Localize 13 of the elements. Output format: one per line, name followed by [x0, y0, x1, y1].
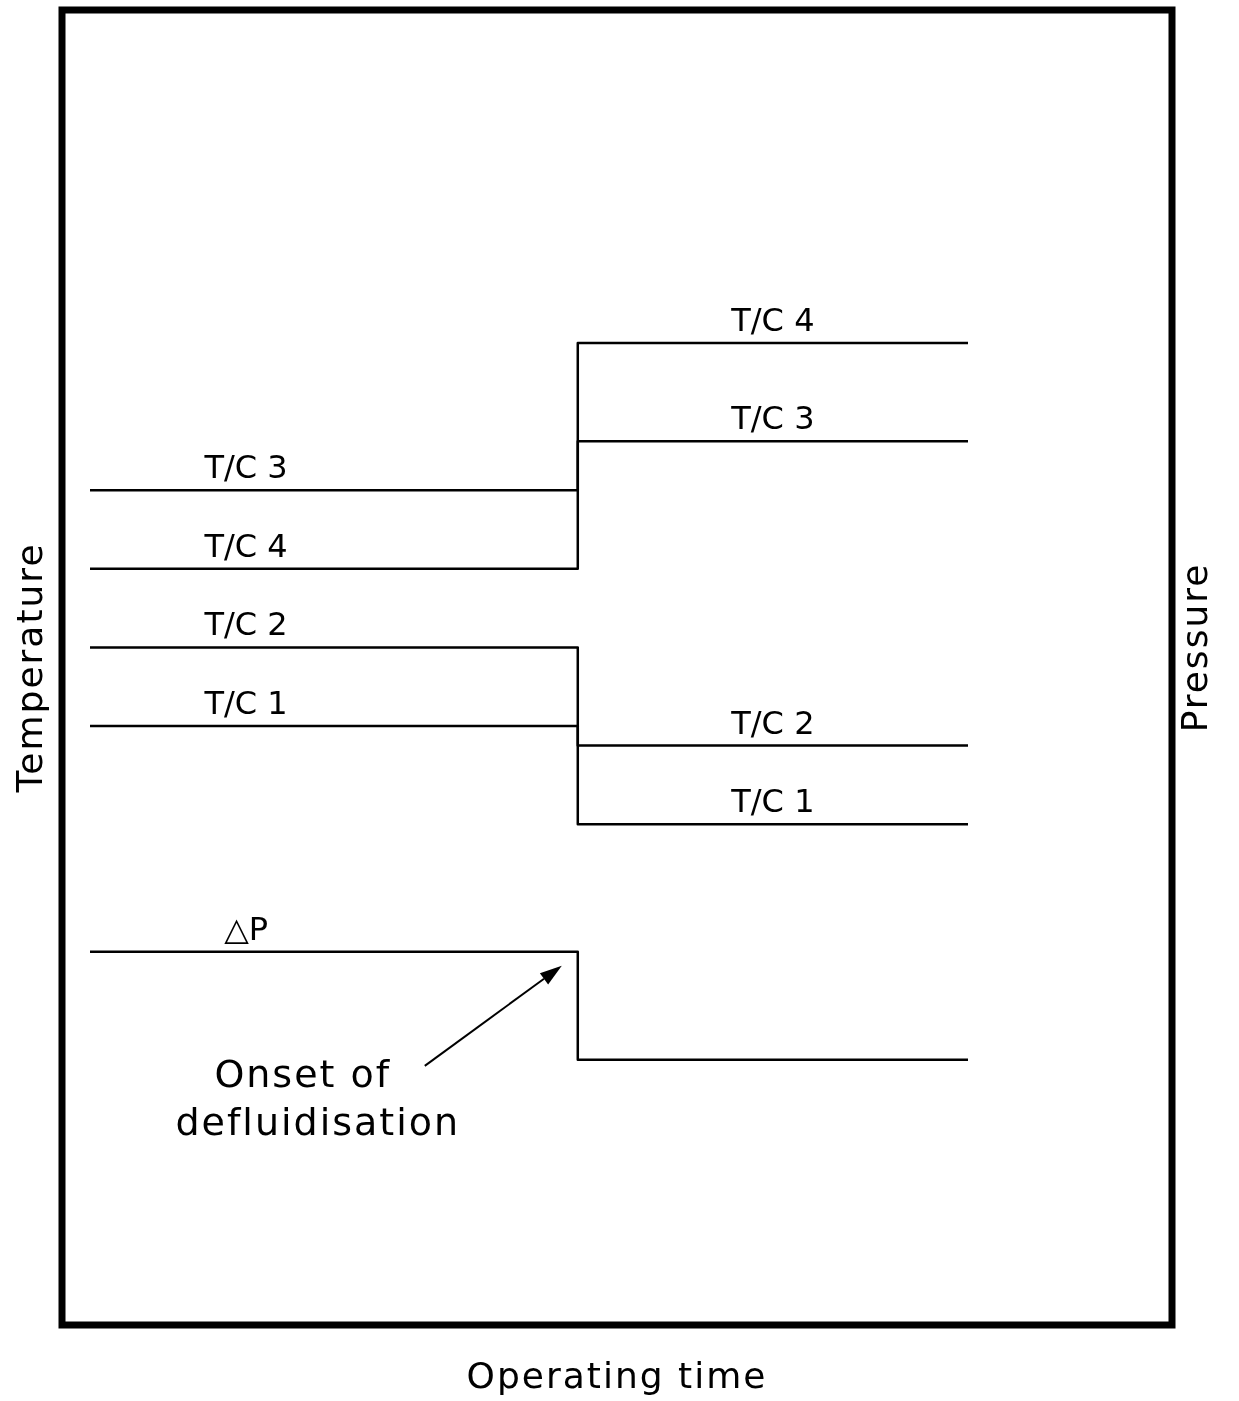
annotation: T/C 3	[730, 399, 815, 438]
series-label: T/C 1	[203, 683, 288, 722]
series-label: T/C 3	[203, 448, 288, 487]
annotation: T/C 2	[730, 703, 815, 742]
annotation: Onset of defluidisation	[175, 1051, 461, 1144]
series-label: T/C 4	[203, 526, 288, 565]
annotation: T/C 4	[730, 301, 815, 339]
annotation: T/C 1	[730, 782, 815, 821]
y-axis-title: Temperature	[9, 542, 50, 794]
y2-axis-title: Pressure	[1174, 562, 1215, 733]
series-label: T/C 2	[203, 605, 288, 644]
series-label: △P	[224, 909, 269, 948]
x-axis-title: Operating time	[466, 1355, 768, 1396]
